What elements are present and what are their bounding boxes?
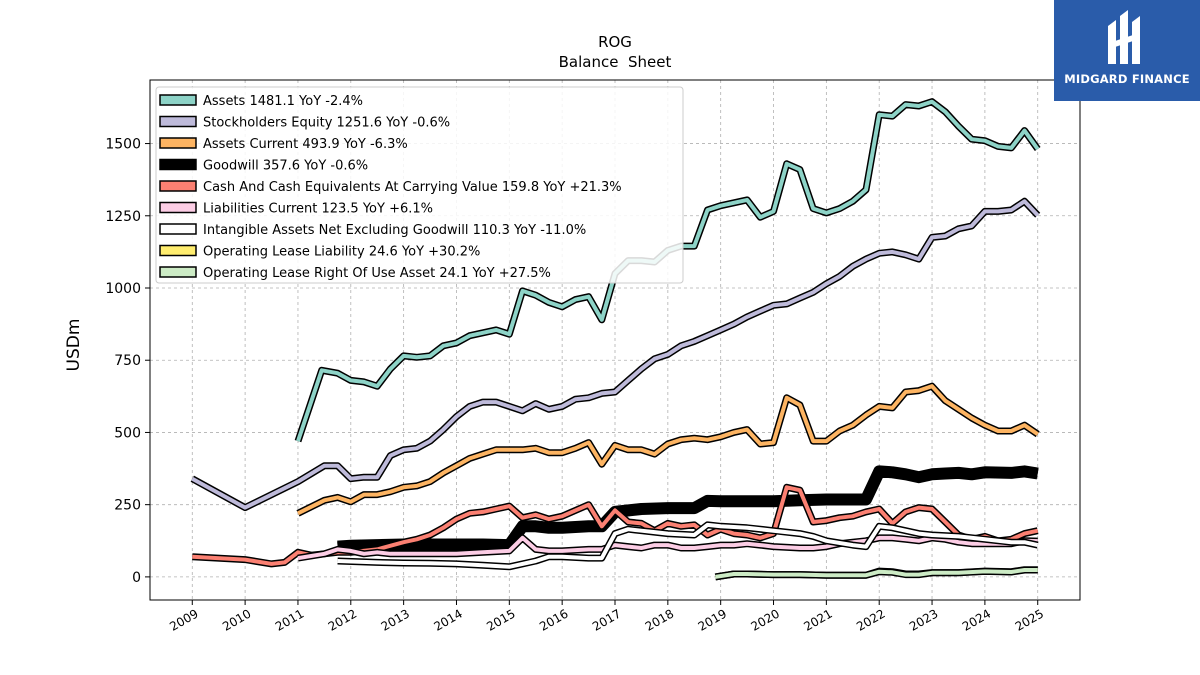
x-tick-label: 2018: [643, 606, 676, 633]
y-tick-label: 750: [114, 353, 141, 369]
legend-swatch: [159, 158, 197, 171]
x-tick-label: 2023: [907, 606, 940, 633]
legend-label: Assets Current 493.9 YoY -6.3%: [203, 137, 408, 152]
legend-label: Operating Lease Right Of Use Asset 24.1 …: [203, 266, 551, 281]
legend-label: Intangible Assets Net Excluding Goodwill…: [203, 223, 586, 238]
series-line: [715, 568, 1038, 579]
series-line: [297, 535, 1038, 561]
legend-swatch: [159, 115, 197, 128]
y-tick-label: 0: [132, 570, 141, 586]
legend-item: Cash And Cash Equivalents At Carrying Va…: [159, 180, 622, 195]
series-lines: [190, 98, 1041, 581]
legend-swatch: [159, 244, 197, 257]
y-tick-label: 1000: [105, 281, 141, 297]
series-1: [190, 197, 1041, 512]
x-tick-label: 2020: [748, 606, 781, 633]
x-tick-label: 2019: [696, 606, 729, 633]
y-tick-label: 1500: [105, 137, 141, 153]
legend-swatch: [159, 266, 197, 278]
legend-item: Assets Current 493.9 YoY -6.3%: [159, 137, 408, 152]
y-axis-label: USDm: [64, 319, 84, 372]
x-tick-label: 2011: [273, 606, 306, 633]
x-tick-label: 2013: [379, 606, 412, 633]
legend-item: Operating Lease Right Of Use Asset 24.1 …: [159, 266, 551, 281]
y-tick-label: 500: [114, 425, 141, 441]
legend-swatch: [159, 180, 197, 192]
legend-item: Operating Lease Liability 24.6 YoY +30.2…: [159, 244, 480, 260]
series-line: [337, 522, 1039, 569]
legend-label: Assets 1481.1 YoY -2.4%: [203, 94, 363, 109]
legend: Assets 1481.1 YoY -2.4% Stockholders Equi…: [155, 86, 684, 284]
midgard-logo-icon: [1108, 10, 1140, 64]
series-line: [297, 384, 1039, 516]
series-6: [337, 521, 1039, 571]
legend-label: Stockholders Equity 1251.6 YoY -0.6%: [203, 116, 450, 131]
x-tick-label: 2010: [220, 606, 253, 633]
series-2: [296, 382, 1040, 517]
chart-title: ROG: [598, 33, 632, 51]
series-line: [191, 199, 1040, 510]
legend-item: Goodwill 357.6 YoY -0.6%: [159, 158, 368, 174]
y-tick-label: 1250: [105, 209, 141, 225]
x-tick-label: 2012: [326, 606, 359, 633]
x-tick-label: 2016: [537, 606, 570, 633]
x-tick-label: 2009: [167, 606, 200, 633]
legend-swatch: [159, 94, 197, 106]
x-tick-label: 2014: [431, 606, 464, 633]
axes: 2009 2010 2011 2012 2013 2014 2015 2016 2017 2018…: [105, 137, 1046, 634]
legend-item: Stockholders Equity 1251.6 YoY -0.6%: [159, 115, 450, 131]
logo-text: MIDGARD FINANCE: [1064, 72, 1190, 86]
x-tick-label: 2017: [590, 606, 623, 633]
legend-box: [155, 86, 684, 284]
x-tick-label: 2025: [1013, 606, 1046, 633]
midgard-finance-logo: MIDGARD FINANCE: [1054, 0, 1200, 101]
y-tick-label: 250: [114, 498, 141, 514]
legend-swatch: [159, 201, 197, 214]
legend-swatch: [159, 223, 197, 235]
series-3: [337, 465, 1039, 553]
x-tick-label: 2024: [960, 606, 993, 633]
x-tick-label: 2021: [801, 606, 834, 633]
x-tick-label: 2015: [484, 606, 517, 633]
legend-label: Operating Lease Liability 24.6 YoY +30.2…: [203, 245, 480, 260]
legend-label: Liabilities Current 123.5 YoY +6.1%: [203, 202, 433, 217]
legend-item: Intangible Assets Net Excluding Goodwill…: [159, 223, 586, 238]
chart-subtitle: Balance Sheet: [559, 53, 672, 71]
series-5: [297, 534, 1038, 562]
legend-label: Goodwill 357.6 YoY -0.6%: [203, 159, 368, 174]
legend-item: Liabilities Current 123.5 YoY +6.1%: [159, 201, 433, 217]
series-8: [714, 566, 1038, 581]
legend-label: Cash And Cash Equivalents At Carrying Va…: [203, 180, 622, 195]
legend-item: Assets 1481.1 YoY -2.4%: [159, 94, 363, 109]
series-line: [337, 466, 1039, 552]
x-tick-label: 2022: [854, 606, 887, 633]
legend-swatch: [159, 137, 197, 149]
